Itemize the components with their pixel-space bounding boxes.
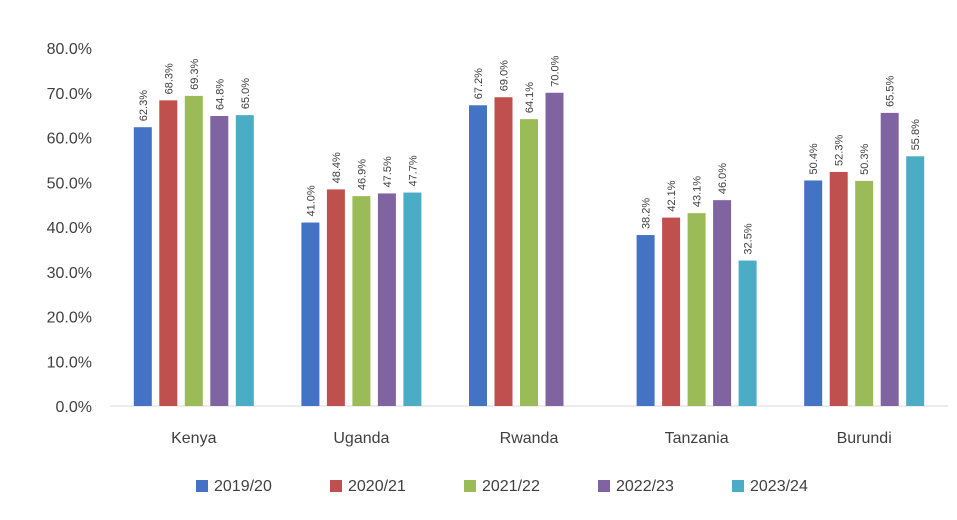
bar: [636, 235, 655, 406]
category-label: Burundi: [837, 430, 892, 447]
y-tick-label: 0.0%: [56, 399, 92, 416]
data-label: 43.1%: [692, 176, 704, 207]
bar: [494, 97, 513, 406]
y-tick-label: 80.0%: [47, 41, 92, 58]
bar: [687, 213, 706, 406]
y-tick-label: 10.0%: [47, 354, 92, 371]
bar: [545, 92, 564, 406]
legend-label: 2021/22: [482, 478, 540, 495]
y-tick-label: 60.0%: [47, 131, 92, 148]
bar: [184, 95, 203, 406]
data-label: 55.8%: [910, 119, 922, 150]
data-label: 69.3%: [189, 58, 201, 89]
legend-swatch: [464, 480, 476, 492]
bar: [855, 180, 874, 406]
legend-label: 2023/24: [750, 478, 808, 495]
category-labels: Kenya Uganda Rwanda Tanzania Burundi: [171, 430, 892, 447]
data-label: 38.2%: [641, 198, 653, 229]
data-label: 42.1%: [666, 180, 678, 211]
legend-swatch: [330, 480, 342, 492]
bar: [210, 116, 229, 407]
bar: [159, 100, 178, 407]
category-label: Rwanda: [500, 430, 559, 447]
legend-swatch: [598, 480, 610, 492]
data-label: 41.0%: [305, 185, 317, 216]
data-label: 65.0%: [240, 78, 252, 109]
category-label: Kenya: [171, 430, 216, 447]
data-label: 62.3%: [138, 90, 150, 121]
data-label: 68.3%: [163, 63, 175, 94]
y-tick-label: 20.0%: [47, 310, 92, 327]
category-label: Tanzania: [665, 430, 729, 447]
data-label: 50.4%: [808, 143, 820, 174]
legend: 2019/20 2020/21 2021/22 2022/23 2023/24: [196, 478, 808, 495]
bar: [713, 200, 732, 406]
y-tick-label: 40.0%: [47, 220, 92, 237]
y-axis-ticks: 0.0% 10.0% 20.0% 30.0% 40.0% 50.0% 60.0% 70.0% 8…: [47, 41, 92, 416]
bar: [880, 112, 899, 406]
data-label: 50.3%: [859, 143, 871, 174]
bar: [377, 193, 396, 406]
data-label: 65.5%: [885, 75, 897, 106]
bar: [520, 119, 538, 406]
bar: [352, 196, 371, 406]
bar: [235, 115, 254, 406]
legend-swatch: [732, 480, 744, 492]
data-label: 47.7%: [407, 155, 419, 186]
data-label: 70.0%: [550, 55, 562, 86]
data-label: 64.1%: [524, 82, 536, 113]
y-tick-label: 30.0%: [47, 265, 92, 282]
legend-label: 2022/23: [616, 478, 674, 495]
bar: [403, 192, 422, 406]
bar: [326, 189, 345, 406]
bar: [469, 105, 487, 406]
legend-label: 2020/21: [348, 478, 406, 495]
data-label: 48.4%: [331, 152, 343, 183]
data-label: 47.5%: [382, 156, 394, 187]
data-label: 64.8%: [214, 79, 226, 110]
data-label: 46.9%: [356, 159, 368, 190]
legend-swatch: [196, 480, 208, 492]
bar: [829, 171, 848, 406]
bar: [804, 180, 823, 406]
data-label: 46.0%: [717, 163, 729, 194]
bar: [906, 156, 925, 406]
data-label: 52.3%: [834, 135, 846, 166]
bar: [662, 217, 681, 406]
legend-label: 2019/20: [214, 478, 272, 495]
bar: [738, 260, 757, 406]
y-tick-label: 70.0%: [47, 86, 92, 103]
y-tick-label: 50.0%: [47, 175, 92, 192]
bar: [301, 222, 320, 406]
data-labels-group: 62.3% 68.3% 69.3% 64.8% 65.0% 41.0% 48.4% 46.9%…: [138, 55, 922, 254]
bar: [133, 127, 152, 407]
category-label: Uganda: [333, 430, 389, 447]
data-label: 69.0%: [499, 60, 511, 91]
data-label: 32.5%: [743, 223, 755, 254]
bars-group: [133, 92, 925, 407]
data-label: 67.2%: [473, 68, 485, 99]
